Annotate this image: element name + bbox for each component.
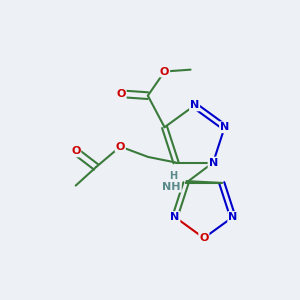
- Text: O: O: [160, 67, 169, 76]
- Text: H: H: [169, 170, 178, 181]
- Text: O: O: [199, 233, 208, 243]
- Text: N: N: [208, 158, 218, 167]
- Text: O: O: [71, 146, 80, 156]
- Text: O: O: [116, 142, 125, 152]
- Text: NH: NH: [162, 182, 181, 192]
- Text: N: N: [170, 212, 179, 222]
- Text: N: N: [190, 100, 199, 110]
- Text: N: N: [228, 212, 238, 222]
- Text: N: N: [220, 122, 229, 132]
- Text: O: O: [116, 89, 126, 99]
